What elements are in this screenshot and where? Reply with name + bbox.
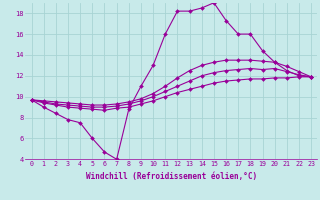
X-axis label: Windchill (Refroidissement éolien,°C): Windchill (Refroidissement éolien,°C)	[86, 172, 257, 181]
